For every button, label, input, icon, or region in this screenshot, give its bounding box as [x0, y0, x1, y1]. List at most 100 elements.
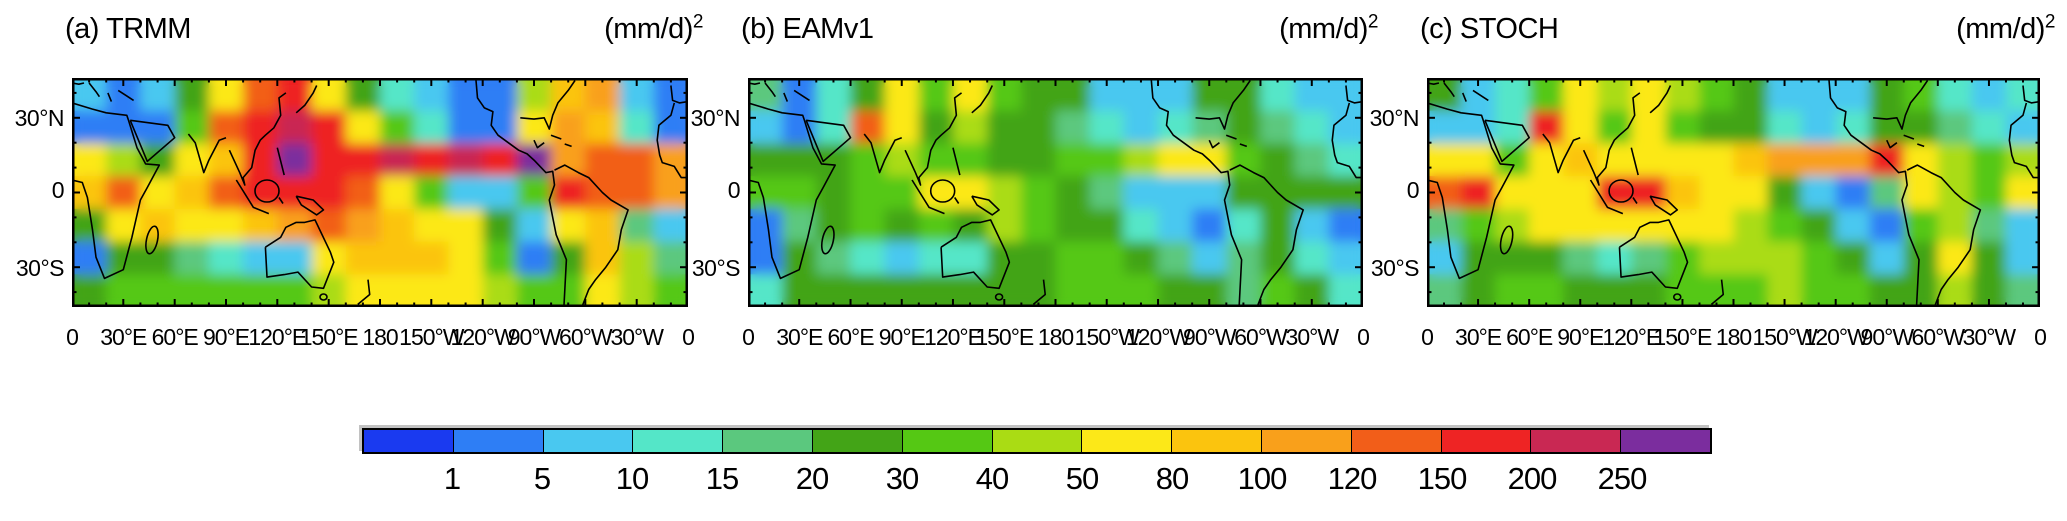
- colorbar-segment: [902, 430, 993, 452]
- map-canvas-trmm: [72, 78, 688, 307]
- lon-tick-label: 90°W: [1183, 324, 1237, 350]
- lon-tick-label: 90°W: [507, 324, 562, 350]
- panel-units: (mm/d)2: [604, 11, 704, 46]
- lon-tick-label: 30°E: [1455, 324, 1502, 350]
- lat-tick-label: 0: [51, 177, 65, 203]
- lon-tick-label: 180: [362, 324, 398, 350]
- lat-tick-label: 30°S: [691, 255, 741, 281]
- colorbar-tick-label: 250: [1597, 461, 1648, 496]
- coastlines: [72, 78, 688, 307]
- map-frame: [72, 78, 688, 307]
- colorbar-segment: [1621, 430, 1710, 452]
- lon-tick-label: 60°E: [151, 324, 199, 350]
- colorbar-tick-label: 30: [885, 461, 919, 496]
- colorbar-segment: [453, 430, 544, 452]
- lon-tick-label: 60°W: [559, 324, 613, 350]
- colorbar-segment: [1531, 430, 1622, 452]
- colorbar-tick-label: 100: [1237, 461, 1288, 496]
- lon-tick-label: 30°E: [776, 324, 823, 350]
- units-exponent: 2: [1367, 11, 1379, 33]
- units-base: (mm/d): [1956, 13, 2045, 45]
- lon-tick-label: 0: [66, 324, 79, 350]
- map-frame: [748, 78, 1363, 307]
- colorbar-segment: [1261, 430, 1352, 452]
- lon-tick-label: 120°E: [924, 324, 983, 350]
- lon-tick-label: 30°W: [1285, 324, 1340, 350]
- panel-units: (mm/d)2: [1279, 11, 1379, 46]
- lon-tick-label: 120°W: [450, 324, 516, 350]
- map-plot: [748, 78, 1363, 307]
- units-base: (mm/d): [1279, 13, 1368, 45]
- lon-tick-label: 0: [682, 324, 695, 350]
- lon-tick-label: 120°E: [1602, 324, 1661, 350]
- panel-title: (b) EAMv1: [741, 13, 874, 45]
- lon-tick-label: 150°E: [1653, 324, 1712, 350]
- map-frame: [1427, 78, 2040, 307]
- lon-tick-label: 60°E: [1506, 324, 1553, 350]
- map-plot: [1427, 78, 2040, 307]
- colorbar-tick-label: 40: [975, 461, 1009, 496]
- colorbar-tick-label: 20: [795, 461, 829, 496]
- map-canvas-eamv1: [748, 78, 1363, 307]
- units-exponent: 2: [692, 11, 704, 33]
- lon-tick-label: 150°E: [299, 324, 359, 350]
- panel-eamv1: (b) EAMv1 (mm/d)2 30°N 0 30°S 0 30°E 60°E 90°E…: [691, 0, 1379, 521]
- lat-tick-label: 30°N: [690, 105, 741, 131]
- lon-tick-label: 30°W: [610, 324, 664, 350]
- lon-tick-label: 30°W: [1962, 324, 2017, 350]
- colorbar-segment: [633, 430, 724, 452]
- colorbar-segment: [1351, 430, 1442, 452]
- panel-title: (c) STOCH: [1420, 13, 1559, 45]
- colorbar-tick-label: 50: [1065, 461, 1099, 496]
- colorbar: [362, 428, 1712, 454]
- lon-tick-label: 60°W: [1234, 324, 1288, 350]
- lon-tick-label: 180: [1715, 324, 1752, 350]
- map-plot: [72, 78, 688, 307]
- colorbar-tick-label: 200: [1507, 461, 1558, 496]
- lon-tick-label: 0: [2034, 324, 2047, 350]
- lon-tick-label: 0: [1421, 324, 1434, 350]
- lon-tick-label: 90°E: [1557, 324, 1604, 350]
- variance-field: [72, 78, 688, 307]
- lat-tick-label: 30°N: [14, 105, 65, 131]
- lon-tick-label: 0: [1357, 324, 1370, 350]
- lon-tick-label: 120°W: [1803, 324, 1869, 350]
- lon-tick-label: 90°E: [202, 324, 250, 350]
- colorbar-segment: [992, 430, 1083, 452]
- variance-field: [1427, 78, 2040, 307]
- colorbar-tick-label: 120: [1327, 461, 1378, 496]
- lat-tick-label: 30°S: [15, 255, 65, 281]
- units-exponent: 2: [2044, 11, 2056, 33]
- colorbar-tick-label: 15: [705, 461, 739, 496]
- colorbar-segment: [1441, 430, 1532, 452]
- panel-trmm: (a) TRMM (mm/d)2 30°N 0 30°S 0 30°E 60°E 90°E 1…: [15, 0, 704, 521]
- colorbar-segment: [1082, 430, 1173, 452]
- lon-tick-label: 30°E: [100, 324, 147, 350]
- colorbar-segment: [364, 430, 454, 452]
- coastlines: [748, 78, 1363, 307]
- lon-tick-label: 150°W: [1074, 324, 1140, 350]
- colorbar-tick-label: 5: [533, 461, 551, 496]
- colorbar-segment: [1172, 430, 1262, 452]
- panel-units: (mm/d)2: [1956, 11, 2056, 46]
- lon-tick-label: 0: [742, 324, 755, 350]
- panel-stoch: (c) STOCH (mm/d)2 30°N 0 30°S 0 30°E 60°E 90°E…: [1370, 0, 2056, 521]
- lon-tick-label: 180: [1037, 324, 1074, 350]
- colorbar-tick-label: 10: [615, 461, 649, 496]
- units-base: (mm/d): [604, 13, 693, 45]
- variance-field: [748, 78, 1363, 307]
- coastlines: [1427, 78, 2040, 307]
- lon-tick-label: 120°W: [1125, 324, 1191, 350]
- lon-tick-label: 150°W: [1752, 324, 1817, 350]
- lon-tick-label: 150°E: [975, 324, 1034, 350]
- lat-tick-label: 30°N: [1369, 105, 1420, 131]
- lat-tick-label: 0: [1406, 177, 1420, 203]
- lon-tick-label: 60°W: [1911, 324, 1966, 350]
- colorbar-tick-label: 150: [1417, 461, 1468, 496]
- lat-tick-label: 30°S: [1370, 255, 1420, 281]
- lon-tick-label: 90°W: [1860, 324, 1915, 350]
- lon-tick-label: 60°E: [827, 324, 874, 350]
- lat-tick-label: 0: [727, 177, 741, 203]
- panel-title: (a) TRMM: [65, 13, 191, 45]
